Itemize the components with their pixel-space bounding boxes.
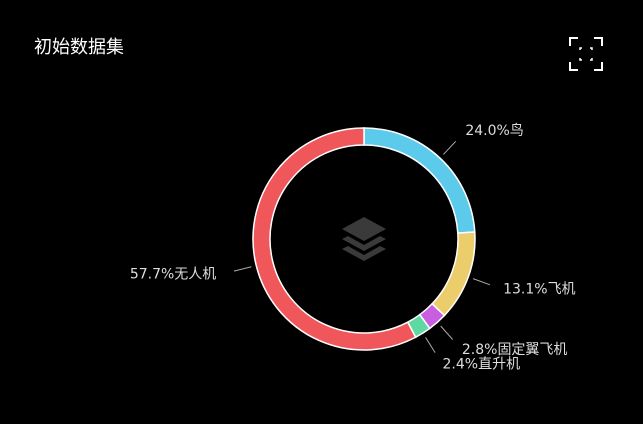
category-label: 飞机: [548, 282, 576, 298]
value-label: 24.0%: [465, 123, 509, 139]
leader-line: [443, 140, 457, 155]
value-label: 13.1%: [503, 282, 547, 298]
data-label: 2.8%固定翼飞机: [462, 342, 568, 358]
data-label: 57.7%无人机: [130, 266, 216, 282]
data-label: 24.0%鸟: [465, 123, 523, 139]
category-label: 固定翼飞机: [497, 342, 567, 358]
category-label: 直升机: [478, 355, 520, 372]
category-label: 鸟: [510, 123, 524, 139]
leader-line: [425, 337, 436, 353]
value-label: 57.7%: [130, 266, 174, 282]
value-label: 2.4%: [443, 356, 479, 372]
value-label: 2.8%: [462, 342, 498, 358]
leader-line: [472, 278, 491, 286]
leader-line: [233, 266, 252, 272]
data-label: 2.4%直升机: [443, 355, 521, 372]
category-label: 无人机: [174, 266, 216, 282]
data-label: 13.1%飞机: [503, 282, 575, 298]
leader-line: [440, 325, 453, 340]
fullscreen-icon[interactable]: [569, 37, 603, 71]
donut-slice: [252, 127, 417, 351]
chart-title: 初始数据集: [34, 37, 124, 58]
center-icon: [342, 217, 386, 261]
